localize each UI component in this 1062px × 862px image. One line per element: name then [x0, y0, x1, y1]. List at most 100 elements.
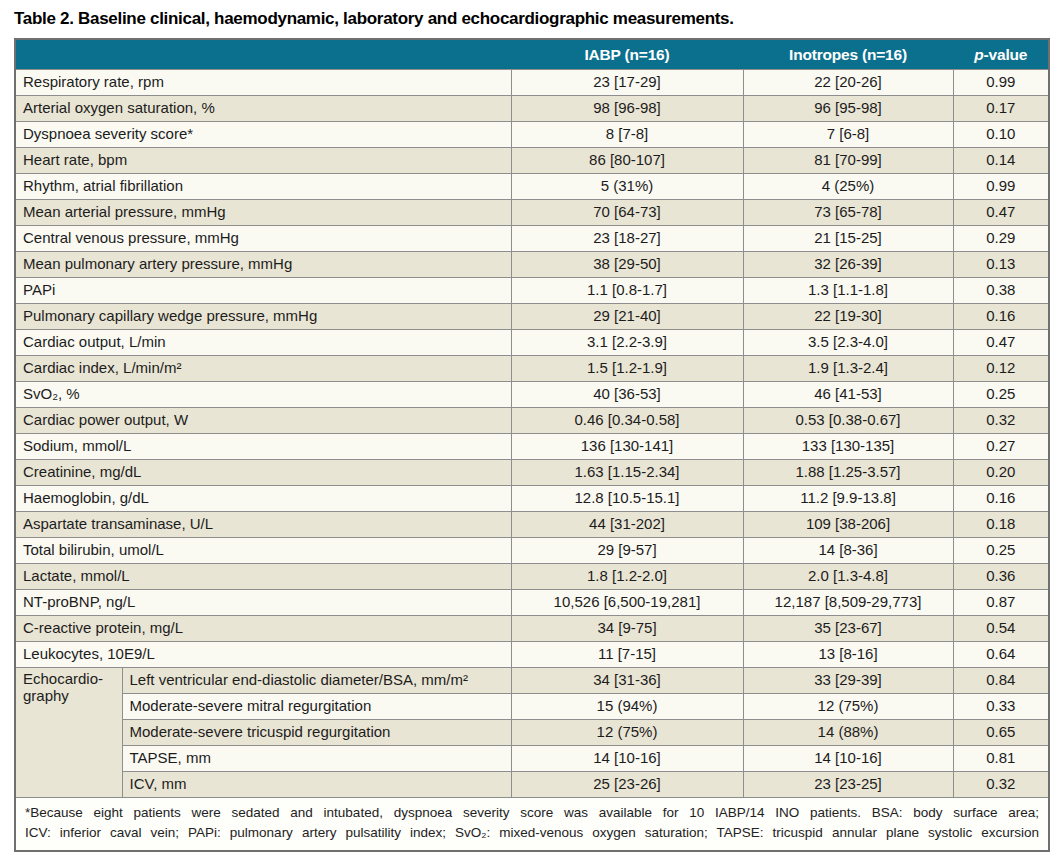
p-value-cell: 0.32: [953, 772, 1049, 798]
echo-parameter-label-cell: Moderate-severe tricuspid regurgitation: [122, 720, 511, 746]
table-row: Cardiac index, L/min/m²1.5 [1.2-1.9]1.9 …: [15, 356, 1049, 382]
table-row: Rhythm, atrial fibrillation5 (31%)4 (25%…: [15, 174, 1049, 200]
table-row: PAPi1.1 [0.8-1.7]1.3 [1.1-1.8]0.38: [15, 278, 1049, 304]
inotropes-value-cell: 96 [95-98]: [743, 96, 953, 122]
iabp-value-cell: 40 [36-53]: [511, 382, 743, 408]
table-row: Cardiac output, L/min3.1 [2.2-3.9]3.5 [2…: [15, 330, 1049, 356]
inotropes-value-cell: 14 [8-36]: [743, 538, 953, 564]
parameter-label-cell: Heart rate, bpm: [15, 148, 511, 174]
header-iabp: IABP (n=16): [511, 39, 743, 70]
p-value-cell: 0.18: [953, 512, 1049, 538]
parameter-label-cell: Cardiac power output, W: [15, 408, 511, 434]
parameter-label-cell: Lactate, mmol/L: [15, 564, 511, 590]
p-value-cell: 0.16: [953, 486, 1049, 512]
p-value-cell: 0.16: [953, 304, 1049, 330]
footnote-row: *Because eight patients were sedated and…: [15, 798, 1049, 851]
iabp-value-cell: 29 [9-57]: [511, 538, 743, 564]
baseline-measurements-table: IABP (n=16) Inotropes (n=16) p-value Res…: [14, 38, 1050, 852]
inotropes-value-cell: 14 (88%): [743, 720, 953, 746]
echo-table-row: ICV, mm25 [23-26]23 [23-25]0.32: [15, 772, 1049, 798]
iabp-value-cell: 70 [64-73]: [511, 200, 743, 226]
iabp-value-cell: 23 [17-29]: [511, 70, 743, 96]
p-value-cell: 0.13: [953, 252, 1049, 278]
header-row: IABP (n=16) Inotropes (n=16) p-value: [15, 39, 1049, 70]
inotropes-value-cell: 22 [19-30]: [743, 304, 953, 330]
header-inotropes: Inotropes (n=16): [743, 39, 953, 70]
echo-group-label-cell: Echocardio- graphy: [15, 668, 122, 798]
p-value-cell: 0.81: [953, 746, 1049, 772]
table-row: Mean arterial pressure, mmHg70 [64-73]73…: [15, 200, 1049, 226]
echo-table-row: Moderate-severe mitral regurgitation15 (…: [15, 694, 1049, 720]
parameter-label-cell: Respiratory rate, rpm: [15, 70, 511, 96]
table-row: Cardiac power output, W0.46 [0.34-0.58]0…: [15, 408, 1049, 434]
p-value-cell: 0.27: [953, 434, 1049, 460]
inotropes-value-cell: 133 [130-135]: [743, 434, 953, 460]
parameter-label-cell: Mean pulmonary artery pressure, mmHg: [15, 252, 511, 278]
iabp-value-cell: 0.46 [0.34-0.58]: [511, 408, 743, 434]
parameter-label-cell: Total bilirubin, umol/L: [15, 538, 511, 564]
parameter-label-cell: Sodium, mmol/L: [15, 434, 511, 460]
echo-parameter-label-cell: TAPSE, mm: [122, 746, 511, 772]
echo-table-row: Moderate-severe tricuspid regurgitation 1…: [15, 720, 1049, 746]
parameter-label-cell: Dyspnoea severity score*: [15, 122, 511, 148]
parameter-label-cell: Pulmonary capillary wedge pressure, mmHg: [15, 304, 511, 330]
inotropes-value-cell: 73 [65-78]: [743, 200, 953, 226]
table-row: C-reactive protein, mg/L34 [9-75]35 [23-…: [15, 616, 1049, 642]
inotropes-value-cell: 12,187 [8,509-29,773]: [743, 590, 953, 616]
table-row: Aspartate transaminase, U/L44 [31-202]10…: [15, 512, 1049, 538]
parameter-label-cell: Mean arterial pressure, mmHg: [15, 200, 511, 226]
parameter-label-cell: Leukocytes, 10E9/L: [15, 642, 511, 668]
iabp-value-cell: 12.8 [10.5-15.1]: [511, 486, 743, 512]
iabp-value-cell: 136 [130-141]: [511, 434, 743, 460]
table-row: Dyspnoea severity score*8 [7-8]7 [6-8]0.…: [15, 122, 1049, 148]
inotropes-value-cell: 21 [15-25]: [743, 226, 953, 252]
echo-table-row: TAPSE, mm14 [10-16]14 [10-16]0.81: [15, 746, 1049, 772]
inotropes-value-cell: 7 [6-8]: [743, 122, 953, 148]
iabp-value-cell: 1.1 [0.8-1.7]: [511, 278, 743, 304]
iabp-value-cell: 29 [21-40]: [511, 304, 743, 330]
parameter-label-cell: Cardiac output, L/min: [15, 330, 511, 356]
echo-parameter-label-cell: Moderate-severe mitral regurgitation: [122, 694, 511, 720]
inotropes-value-cell: 1.3 [1.1-1.8]: [743, 278, 953, 304]
footnote-line-2: ICV: inferior caval vein; PAPi: pulmonar…: [25, 823, 1039, 843]
p-value-cell: 0.47: [953, 200, 1049, 226]
table-row: Central venous pressure, mmHg23 [18-27]2…: [15, 226, 1049, 252]
p-value-cell: 0.99: [953, 174, 1049, 200]
iabp-value-cell: 15 (94%): [511, 694, 743, 720]
iabp-value-cell: 98 [96-98]: [511, 96, 743, 122]
table-row: Total bilirubin, umol/L29 [9-57]14 [8-36…: [15, 538, 1049, 564]
inotropes-value-cell: 13 [8-16]: [743, 642, 953, 668]
iabp-value-cell: 23 [18-27]: [511, 226, 743, 252]
p-value-cell: 0.36: [953, 564, 1049, 590]
iabp-value-cell: 38 [29-50]: [511, 252, 743, 278]
inotropes-value-cell: 32 [26-39]: [743, 252, 953, 278]
p-value-cell: 0.84: [953, 668, 1049, 694]
parameter-label-cell: Arterial oxygen saturation, %: [15, 96, 511, 122]
p-value-cell: 0.33: [953, 694, 1049, 720]
table-row: Heart rate, bpm86 [80-107]81 [70-99]0.14: [15, 148, 1049, 174]
parameter-label-cell: PAPi: [15, 278, 511, 304]
inotropes-value-cell: 33 [29-39]: [743, 668, 953, 694]
p-value-cell: 0.17: [953, 96, 1049, 122]
p-value-cell: 0.12: [953, 356, 1049, 382]
p-value-cell: 0.47: [953, 330, 1049, 356]
p-value-cell: 0.25: [953, 538, 1049, 564]
parameter-label-cell: Cardiac index, L/min/m²: [15, 356, 511, 382]
iabp-value-cell: 34 [31-36]: [511, 668, 743, 694]
parameter-label-cell: Aspartate transaminase, U/L: [15, 512, 511, 538]
p-value-cell: 0.64: [953, 642, 1049, 668]
echo-table-row: Echocardio- graphyLeft ventricular end-d…: [15, 668, 1049, 694]
p-value-cell: 0.65: [953, 720, 1049, 746]
iabp-value-cell: 8 [7-8]: [511, 122, 743, 148]
iabp-value-cell: 3.1 [2.2-3.9]: [511, 330, 743, 356]
footnote-line-1: *Because eight patients were sedated and…: [25, 803, 1039, 823]
echo-parameter-label-cell: ICV, mm: [122, 772, 511, 798]
p-value-cell: 0.20: [953, 460, 1049, 486]
parameter-label-cell: Rhythm, atrial fibrillation: [15, 174, 511, 200]
inotropes-value-cell: 1.88 [1.25-3.57]: [743, 460, 953, 486]
parameter-label-cell: Haemoglobin, g/dL: [15, 486, 511, 512]
parameter-label-cell: NT-proBNP, ng/L: [15, 590, 511, 616]
table-row: Haemoglobin, g/dL12.8 [10.5-15.1]11.2 [9…: [15, 486, 1049, 512]
inotropes-value-cell: 2.0 [1.3-4.8]: [743, 564, 953, 590]
inotropes-value-cell: 3.5 [2.3-4.0]: [743, 330, 953, 356]
